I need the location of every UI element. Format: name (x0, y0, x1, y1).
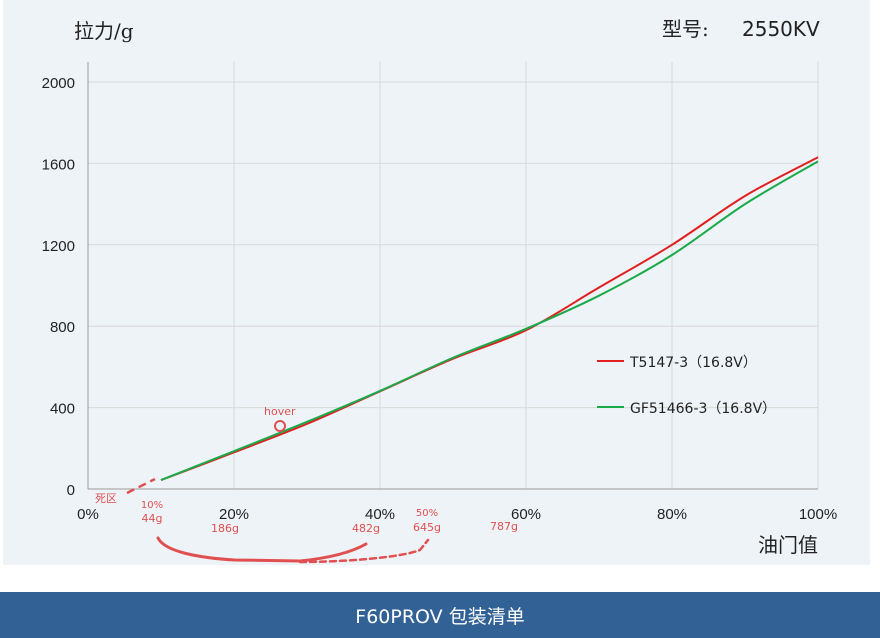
range-curve-solid (156, 536, 368, 563)
tick-labels: 0 400 800 1200 1600 2000 0% 20% 40% 60% 80% 100% (42, 75, 838, 523)
chart-panel (3, 0, 870, 565)
model-label: 型号: (662, 17, 709, 41)
footer-bar: F60PROV 包装清单 (0, 592, 880, 638)
y-tick-label: 1200 (42, 238, 75, 255)
x-tick-label: 20% (219, 506, 249, 523)
y-tick-label: 1600 (42, 156, 75, 173)
y-tick-label: 2000 (42, 75, 75, 92)
mark-pct-label: 10% (141, 500, 163, 511)
model-value: 2550KV (742, 17, 820, 41)
line-chart: 0 400 800 1200 1600 2000 0% 20% 40% 60% 80% 100% 死区… (42, 17, 838, 564)
y-tick-label: 800 (50, 319, 75, 336)
x-tick-label: 0% (77, 506, 99, 523)
mark-value-label: 186g (211, 522, 239, 535)
grid (88, 62, 819, 489)
x-tick-label: 60% (511, 506, 541, 523)
mark-pct-label: 50% (416, 508, 438, 519)
dead-zone-label: 死区 (95, 492, 117, 505)
legend-label-2: GF51466-3（16.8V） (630, 401, 776, 417)
y-tick-label: 0 (67, 482, 75, 499)
y-axis-title: 拉力/g (74, 19, 134, 43)
annotations: 死区 hover 10%44g 186g 482g 50% 645g 787g (95, 405, 518, 564)
legend: T5147-3（16.8V） GF51466-3（16.8V） (597, 355, 776, 417)
legend-label-1: T5147-3（16.8V） (629, 355, 757, 371)
x-axis-title: 油门值 (758, 533, 818, 557)
hover-marker (274, 420, 286, 432)
mark-value-label: 44g (142, 512, 163, 525)
axes (87, 62, 818, 490)
dead-zone-dash (126, 477, 156, 495)
x-tick-label: 80% (657, 506, 687, 523)
mark-value-label: 787g (490, 520, 518, 533)
footer-title: F60PROV 包装清单 (355, 605, 525, 628)
hover-label: hover (264, 405, 296, 418)
x-tick-label: 40% (365, 506, 395, 523)
range-curve-dashed (298, 538, 430, 564)
series-line-2 (160, 160, 819, 481)
series-lines (160, 156, 819, 481)
series-line-1 (160, 156, 819, 481)
y-tick-label: 400 (50, 401, 75, 418)
mark-value-label: 645g (413, 521, 441, 534)
mark-value-label: 482g (352, 522, 380, 535)
x-tick-label: 100% (799, 506, 837, 523)
